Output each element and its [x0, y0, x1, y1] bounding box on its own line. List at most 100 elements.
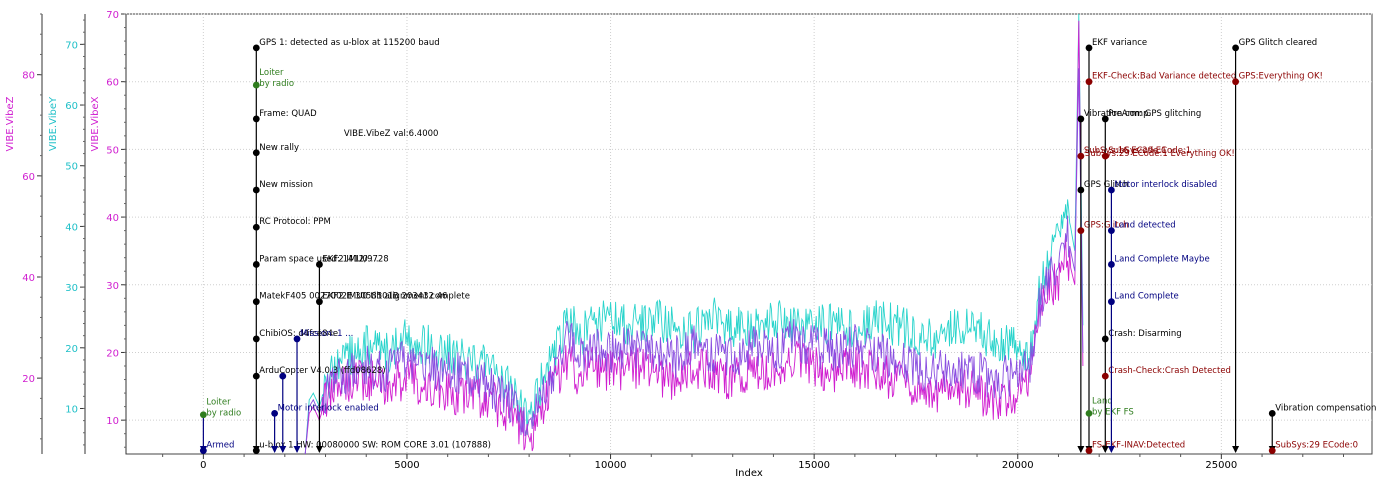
event-label: Loiter: [206, 398, 231, 408]
event-label: FS-EKF-INAV:Detected: [1092, 441, 1185, 451]
vibey-tick-label: 30: [65, 283, 78, 294]
event-label: u-blox 1 HW: 00080000 SW: ROM CORE 3.01 …: [259, 441, 491, 451]
vibex-tick-label: 10: [106, 416, 119, 427]
event-arrow: [279, 446, 287, 453]
event-dot: [316, 298, 323, 306]
event-group: [279, 372, 287, 453]
event-label: SubSys:29 ECode:1: [1108, 146, 1191, 156]
event-arrow: [315, 446, 323, 453]
event-label: GPS 1: detected as u-blox at 115200 baud: [259, 38, 439, 48]
event-label: Param space used: 1412/9728: [259, 254, 388, 264]
event-dot: [252, 186, 260, 194]
event-label: SubSys:29 ECode:0: [1275, 441, 1358, 451]
event-label: Vibration comp.: [1084, 109, 1151, 119]
event-dot: [1232, 78, 1239, 86]
event-group: Vibration compensation SubSys:29 ECode:0: [1268, 403, 1376, 455]
event-dot: [1268, 447, 1276, 455]
event-label: Land Complete: [1114, 292, 1178, 302]
event-arrow: [1107, 446, 1115, 453]
event-label: Land: [1092, 396, 1113, 406]
x-tick-label: 25000: [1205, 460, 1237, 471]
event-dot: [279, 372, 287, 380]
event-dot: [1107, 261, 1115, 268]
event-label: GPS Glitch: [1084, 180, 1129, 190]
vibez-axis-label: VIBE.VibeZ: [5, 96, 16, 151]
vibex-tick-label: 40: [106, 213, 119, 224]
series-line-VIBE.VibeZ: [304, 68, 1084, 455]
event-dot: [1085, 44, 1093, 52]
axes-layer: 0 5000 10000 15000 20000 25000 Index 20 40 60 80 VI…: [5, 10, 1373, 479]
event-dot: [1085, 447, 1093, 455]
event-label: Loiter: [259, 68, 284, 78]
event-dot: [199, 447, 207, 455]
event-arrow: [271, 446, 279, 453]
event-group: Motor interlock disabled Land detected Lan…: [1107, 180, 1217, 453]
event-label: Frame: QUAD: [259, 109, 317, 119]
event-dot: [252, 149, 260, 157]
event-label: SubSys:16 ECode:1: [1084, 146, 1167, 156]
event-arrow: [1077, 446, 1085, 453]
vibez-tick-label: 40: [22, 273, 35, 284]
vibey-tick-label: 50: [65, 162, 78, 173]
event-dot: [1085, 78, 1093, 86]
event-dot: [271, 409, 279, 417]
event-label: Motor interlock enabled: [278, 403, 379, 413]
event-dot: [1085, 409, 1093, 417]
x-tick-label: 0: [200, 460, 206, 471]
vibex-tick-label: 60: [106, 78, 119, 89]
event-label: by EKF FS: [1092, 407, 1134, 417]
vibey-tick-label: 10: [65, 404, 78, 415]
x-tick-label: 15000: [798, 460, 830, 471]
event-dot: [1107, 298, 1115, 306]
event-dot: [1101, 152, 1109, 160]
event-dot: [252, 44, 260, 52]
event-label: New mission: [259, 180, 313, 190]
vibex-axis-label: VIBE.VibeX: [90, 96, 101, 151]
x-tick-label: 20000: [1002, 460, 1034, 471]
event-group: Mission: 1 ...: [293, 329, 353, 453]
event-label: EKF2 IMU0 tilt alignment complete: [322, 292, 470, 302]
event-dot: [1077, 227, 1085, 235]
annotation-label: VIBE.VibeZ val:6.4000: [344, 129, 439, 139]
vibex-tick-label: 20: [106, 348, 119, 359]
event-dot: [199, 411, 207, 419]
event-group: PreArm: GPS glitching SubSys:29 ECode:1 Cr…: [1101, 109, 1231, 453]
event-dot: [252, 335, 260, 343]
vibex-tick-label: 70: [106, 10, 119, 21]
event-label: ArduCopter V4.0.3 (ffd08628): [259, 366, 385, 376]
event-label: Mission: 1 ...: [300, 329, 353, 339]
event-arrow: [1232, 446, 1240, 453]
event-dot: [1077, 115, 1085, 123]
event-label: EKF2 IMU0 ...: [322, 254, 378, 264]
event-label: Vibration compensation: [1275, 403, 1376, 413]
event-label: RC Protocol: PPM: [259, 217, 331, 227]
vibey-tick-label: 40: [65, 222, 78, 233]
event-label: Crash-Check:Crash Detected: [1108, 366, 1231, 376]
event-dot: [252, 298, 260, 306]
event-dot: [252, 223, 260, 231]
vibey-tick-label: 70: [65, 40, 78, 51]
vibey-tick-label: 60: [65, 101, 78, 112]
event-dot: [252, 447, 260, 455]
event-label: GPS:Glitch: [1084, 221, 1129, 231]
event-dot: [316, 261, 323, 268]
event-dot: [1107, 227, 1115, 235]
vibez-tick-label: 20: [22, 374, 35, 385]
event-label: MatekF405 0027002E 3058501B 203432 46: [259, 292, 447, 302]
event-label: GPS:Everything OK!: [1239, 72, 1323, 82]
event-dot: [1101, 372, 1109, 380]
event-dot: [252, 115, 260, 123]
event-dot: [1268, 409, 1276, 417]
event-dot: [1232, 44, 1239, 52]
plot-area[interactable]: [304, 13, 1084, 455]
x-tick-label: 10000: [595, 460, 627, 471]
event-label: EKF variance: [1092, 38, 1147, 48]
plot-frame: [125, 13, 1373, 455]
event-label: Land detected: [1114, 221, 1175, 231]
vibez-tick-label: 80: [22, 71, 35, 82]
event-label: GPS Glitch cleared: [1239, 38, 1318, 48]
vibex-tick-label: 50: [106, 145, 119, 156]
x-axis-label: Index: [735, 468, 763, 479]
vibex-tick-label: 30: [106, 281, 119, 292]
